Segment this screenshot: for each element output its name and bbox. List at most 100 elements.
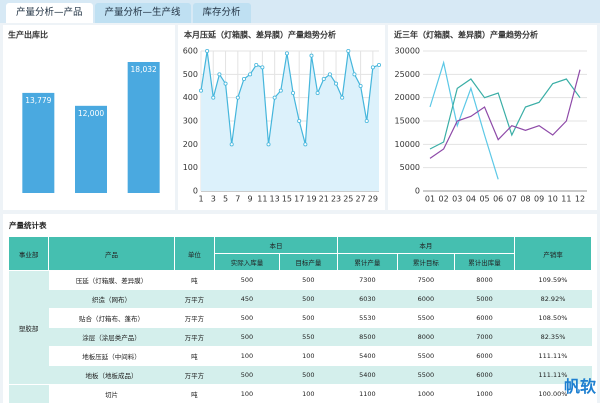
line <box>429 69 581 159</box>
x-tick-label: 17 <box>294 195 304 204</box>
y-tick-label: 25000 <box>395 70 420 79</box>
point <box>211 95 216 100</box>
table-cell: 5500 <box>397 346 455 366</box>
x-tick-label: 11 <box>561 195 571 204</box>
x-tick-label: 13 <box>270 195 280 204</box>
table-row: 贴合（灯箱布、蓬布） 万平方 500 500 5530 5500 6000 108.50% <box>9 308 592 328</box>
x-tick-label: 01 <box>425 195 435 204</box>
table-cell: 100 <box>214 346 280 366</box>
table-cell: 产销率 <box>514 236 592 271</box>
table: 事业部 产品 单位 本日 本月 产销率 实际入库量 目标产量 累计产量 累计目标 累计出库量 塑胶部压… <box>7 236 592 403</box>
bar <box>22 92 55 193</box>
table-cell: 7000 <box>454 327 515 347</box>
point <box>352 72 357 77</box>
charts: 生产出库比 13,779 12,000 18,032 本月压延（灯箱膜、差异膜）产量趋势… <box>3 25 597 210</box>
x-tick-label: 08 <box>520 195 530 204</box>
table-cell: 累计产量 <box>336 253 398 271</box>
table-cell: 1000 <box>454 384 515 403</box>
chart-title: 生产出库比 <box>8 30 48 40</box>
y-tick-label: 100 <box>183 163 198 172</box>
table-row: 地板压延（中间料）吨 100 100 5400 5500 6000 111.11% <box>9 346 592 366</box>
tab[interactable]: 产量分析—生产线 <box>94 3 191 23</box>
y-tick-label: 600 <box>183 47 198 56</box>
y-tick-label: 5000 <box>400 163 420 172</box>
y-tick-label: 10000 <box>395 140 420 149</box>
table-cell: 450 <box>214 289 280 309</box>
table-cell: 5500 <box>397 308 455 328</box>
bar <box>127 62 160 193</box>
x-tick-label: 15 <box>282 195 292 204</box>
x-tick-label: 11 <box>257 195 267 204</box>
point <box>303 142 308 147</box>
table-cell: 8500 <box>337 327 398 347</box>
table-cell: 吨 <box>174 346 215 366</box>
table-cell: 5400 <box>337 346 398 366</box>
table-cell: 万平方 <box>174 327 215 347</box>
point <box>266 142 271 147</box>
x-tick-label: 5 <box>223 195 228 204</box>
table-cell: 8000 <box>454 270 515 290</box>
table-cell: 550 <box>279 327 338 347</box>
table-row: 塑胶部 压延（灯箱膜、差异膜）吨 500 500 7300 7500 8000 109.59% <box>8 270 592 385</box>
table-cell: 单位 <box>173 236 216 271</box>
x-tick-label: 03 <box>452 195 462 204</box>
x-tick-label: 10 <box>548 195 558 204</box>
point <box>315 91 320 96</box>
table-cell: 82.92% <box>514 289 592 309</box>
value-label: 12,000 <box>78 109 104 118</box>
table-cell <box>8 384 49 403</box>
tab-bar: 产量分析—产品 产量分析—生产线 库存分析 <box>0 0 600 23</box>
table-cell: 1100 <box>337 384 398 403</box>
point <box>217 72 222 77</box>
table-panel: 产量统计表 事业部 产品 单位 本日 本月 产销率 实际入库量 目标产量 累计产量 累计目标 累计出… <box>3 214 597 403</box>
table-cell: 事业部 <box>7 236 50 271</box>
y-tick-label: 400 <box>183 93 198 102</box>
x-tick-label: 05 <box>479 195 489 204</box>
table-cell: 本月 <box>336 236 516 254</box>
table-cell: 贴合（灯箱布、蓬布） <box>48 308 175 328</box>
table-cell: 万平方 <box>174 365 215 385</box>
table-cell: 万平方 <box>174 289 215 309</box>
table-cell: 织造（网布） <box>48 289 175 309</box>
table-row: 涂层（涂层类产品） 万平方 500 550 8500 8000 7000 82.35% <box>9 327 592 347</box>
table-cell: 500 <box>279 270 338 290</box>
point <box>241 77 246 82</box>
table-cell: 500 <box>214 365 280 385</box>
line <box>429 78 581 150</box>
point <box>284 51 289 56</box>
tab[interactable]: 库存分析 <box>192 3 251 23</box>
panel <box>388 25 597 210</box>
table-cell: 压延（灯箱膜、差异膜） <box>48 270 175 290</box>
point <box>291 91 296 96</box>
table-cell: 100 <box>279 384 338 403</box>
table-cell: 地板压延（中间料） <box>48 346 175 366</box>
point <box>370 65 375 70</box>
table-cell: 100 <box>214 384 280 403</box>
point <box>260 65 265 70</box>
x-tick-label: 04 <box>466 195 476 204</box>
table-cell: 切片 <box>48 384 175 403</box>
point <box>346 49 351 54</box>
table-cell: 7500 <box>397 270 455 290</box>
point <box>278 88 283 93</box>
table-row: 切片吨 100 100 1100 1000 1000 100.00% <box>8 384 592 403</box>
x-tick-label: 27 <box>355 195 365 204</box>
point <box>272 95 277 100</box>
tab[interactable]: 产量分析—产品 <box>6 3 93 23</box>
table-cell: 产品 <box>48 236 175 271</box>
table-cell: 6000 <box>397 289 455 309</box>
table-row: 事业部 产品 单位 本日 本月 产销率 <box>7 236 592 271</box>
point <box>321 77 326 82</box>
table-cell: 500 <box>214 308 280 328</box>
point <box>340 95 345 100</box>
table-cell: 111.11% <box>514 365 592 385</box>
area <box>201 51 379 191</box>
point <box>254 63 259 68</box>
table-cell: 累计出库量 <box>453 253 516 271</box>
table-cell: 500 <box>214 270 280 290</box>
table-cell: 7300 <box>337 270 398 290</box>
table-cell: 6000 <box>454 346 515 366</box>
y-tick-label: 500 <box>183 70 198 79</box>
x-tick-label: 07 <box>507 195 517 204</box>
